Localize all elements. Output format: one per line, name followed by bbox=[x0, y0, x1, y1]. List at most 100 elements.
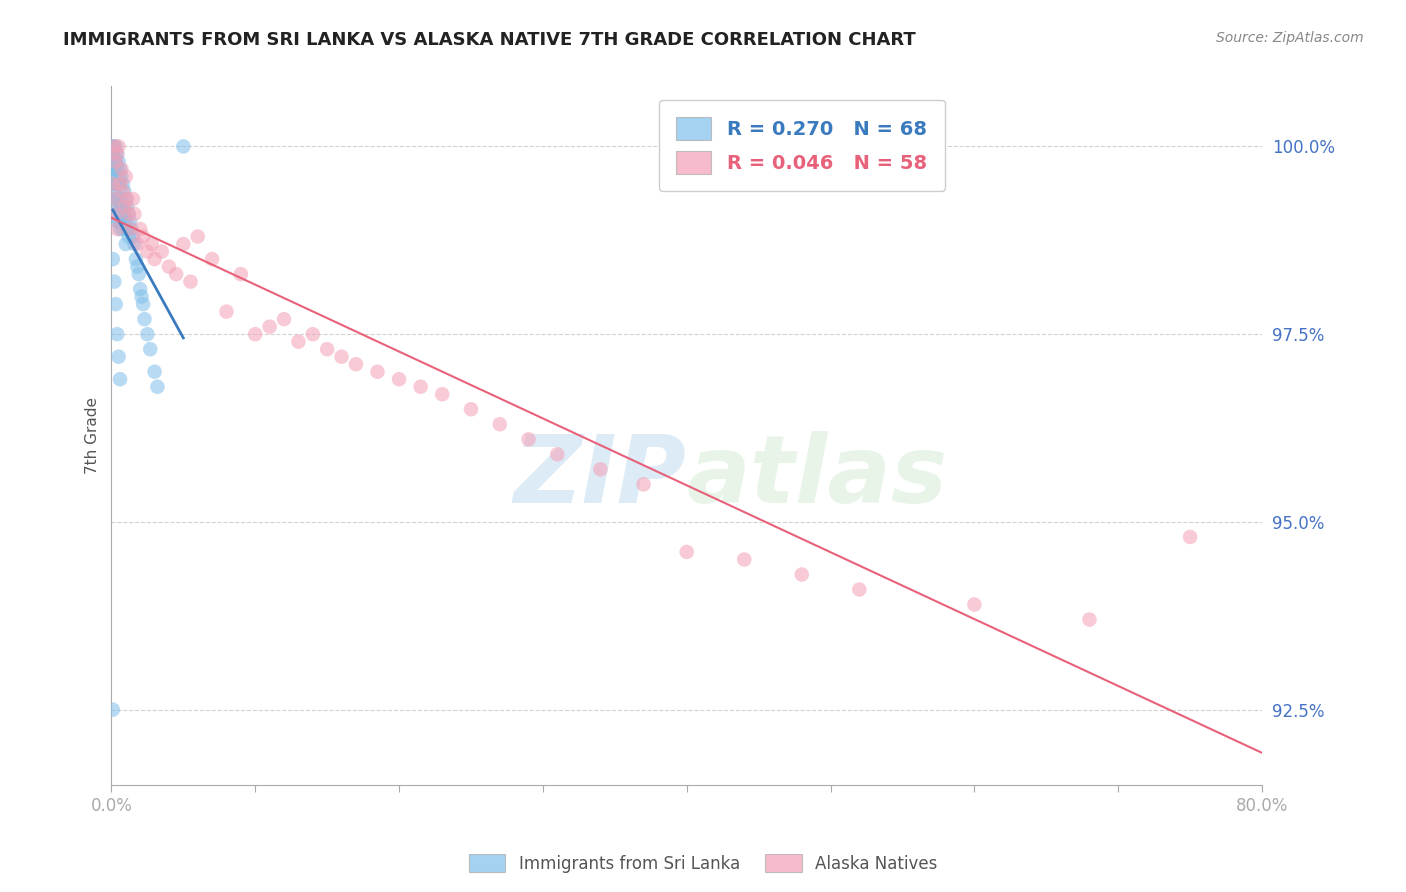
Point bbox=[1178, 530, 1201, 544]
Point bbox=[114, 169, 136, 184]
Point bbox=[127, 260, 149, 274]
Point bbox=[229, 267, 252, 281]
Point bbox=[101, 703, 124, 717]
Point bbox=[110, 169, 132, 184]
Point bbox=[104, 192, 127, 206]
Point bbox=[114, 192, 136, 206]
Text: atlas: atlas bbox=[686, 432, 948, 524]
Legend: Immigrants from Sri Lanka, Alaska Natives: Immigrants from Sri Lanka, Alaska Native… bbox=[463, 847, 943, 880]
Point bbox=[132, 297, 155, 311]
Point bbox=[104, 161, 127, 176]
Point bbox=[103, 275, 125, 289]
Text: ZIP: ZIP bbox=[513, 432, 686, 524]
Point bbox=[108, 200, 131, 214]
Point bbox=[111, 222, 134, 236]
Point bbox=[107, 139, 129, 153]
Point bbox=[122, 229, 145, 244]
Point bbox=[114, 237, 136, 252]
Point bbox=[108, 222, 131, 236]
Point bbox=[101, 154, 124, 169]
Point bbox=[103, 192, 125, 206]
Point bbox=[108, 177, 131, 191]
Point bbox=[1078, 613, 1101, 627]
Point bbox=[107, 192, 129, 206]
Point bbox=[104, 297, 127, 311]
Point bbox=[131, 290, 153, 304]
Point bbox=[105, 327, 128, 342]
Point bbox=[127, 237, 149, 252]
Point bbox=[101, 177, 124, 191]
Point bbox=[316, 342, 339, 356]
Point bbox=[104, 207, 127, 221]
Point bbox=[108, 177, 131, 191]
Point bbox=[733, 552, 755, 566]
Text: Source: ZipAtlas.com: Source: ZipAtlas.com bbox=[1216, 31, 1364, 45]
Point bbox=[517, 433, 540, 447]
Point bbox=[110, 161, 132, 176]
Point bbox=[111, 177, 134, 191]
Point bbox=[344, 357, 367, 371]
Point bbox=[132, 229, 155, 244]
Point bbox=[103, 200, 125, 214]
Point bbox=[103, 147, 125, 161]
Point bbox=[143, 252, 166, 266]
Point bbox=[103, 139, 125, 153]
Point bbox=[150, 244, 173, 259]
Point bbox=[589, 462, 612, 476]
Point bbox=[129, 282, 152, 296]
Point bbox=[330, 350, 353, 364]
Point bbox=[124, 237, 146, 252]
Point bbox=[180, 275, 202, 289]
Point bbox=[790, 567, 813, 582]
Point bbox=[115, 200, 138, 214]
Point bbox=[101, 139, 124, 153]
Point bbox=[104, 139, 127, 153]
Point bbox=[105, 222, 128, 236]
Point bbox=[103, 139, 125, 153]
Point bbox=[201, 252, 224, 266]
Point bbox=[112, 185, 135, 199]
Point bbox=[107, 214, 129, 228]
Y-axis label: 7th Grade: 7th Grade bbox=[86, 397, 100, 474]
Point bbox=[110, 192, 132, 206]
Point bbox=[301, 327, 323, 342]
Point bbox=[187, 229, 209, 244]
Point bbox=[105, 214, 128, 228]
Point bbox=[112, 207, 135, 221]
Point bbox=[103, 154, 125, 169]
Point bbox=[633, 477, 655, 491]
Point bbox=[104, 154, 127, 169]
Point bbox=[115, 192, 138, 206]
Point bbox=[165, 267, 187, 281]
Point bbox=[101, 161, 124, 176]
Point bbox=[157, 260, 180, 274]
Point bbox=[103, 169, 125, 184]
Point bbox=[141, 237, 163, 252]
Point bbox=[107, 169, 129, 184]
Point bbox=[388, 372, 411, 386]
Point bbox=[124, 207, 146, 221]
Point bbox=[128, 267, 150, 281]
Point bbox=[103, 185, 125, 199]
Point bbox=[101, 147, 124, 161]
Point bbox=[245, 327, 267, 342]
Point bbox=[112, 200, 135, 214]
Point bbox=[104, 207, 127, 221]
Point bbox=[125, 252, 148, 266]
Point bbox=[105, 192, 128, 206]
Point bbox=[139, 342, 162, 356]
Point bbox=[110, 214, 132, 228]
Point bbox=[134, 312, 156, 326]
Point bbox=[104, 154, 127, 169]
Point bbox=[118, 207, 141, 221]
Point bbox=[488, 417, 510, 432]
Legend: R = 0.270   N = 68, R = 0.046   N = 58: R = 0.270 N = 68, R = 0.046 N = 58 bbox=[659, 100, 945, 191]
Point bbox=[432, 387, 454, 401]
Point bbox=[105, 177, 128, 191]
Point bbox=[172, 139, 194, 153]
Text: IMMIGRANTS FROM SRI LANKA VS ALASKA NATIVE 7TH GRADE CORRELATION CHART: IMMIGRANTS FROM SRI LANKA VS ALASKA NATI… bbox=[63, 31, 917, 49]
Point bbox=[108, 372, 131, 386]
Point bbox=[104, 177, 127, 191]
Point bbox=[172, 237, 194, 252]
Point bbox=[105, 147, 128, 161]
